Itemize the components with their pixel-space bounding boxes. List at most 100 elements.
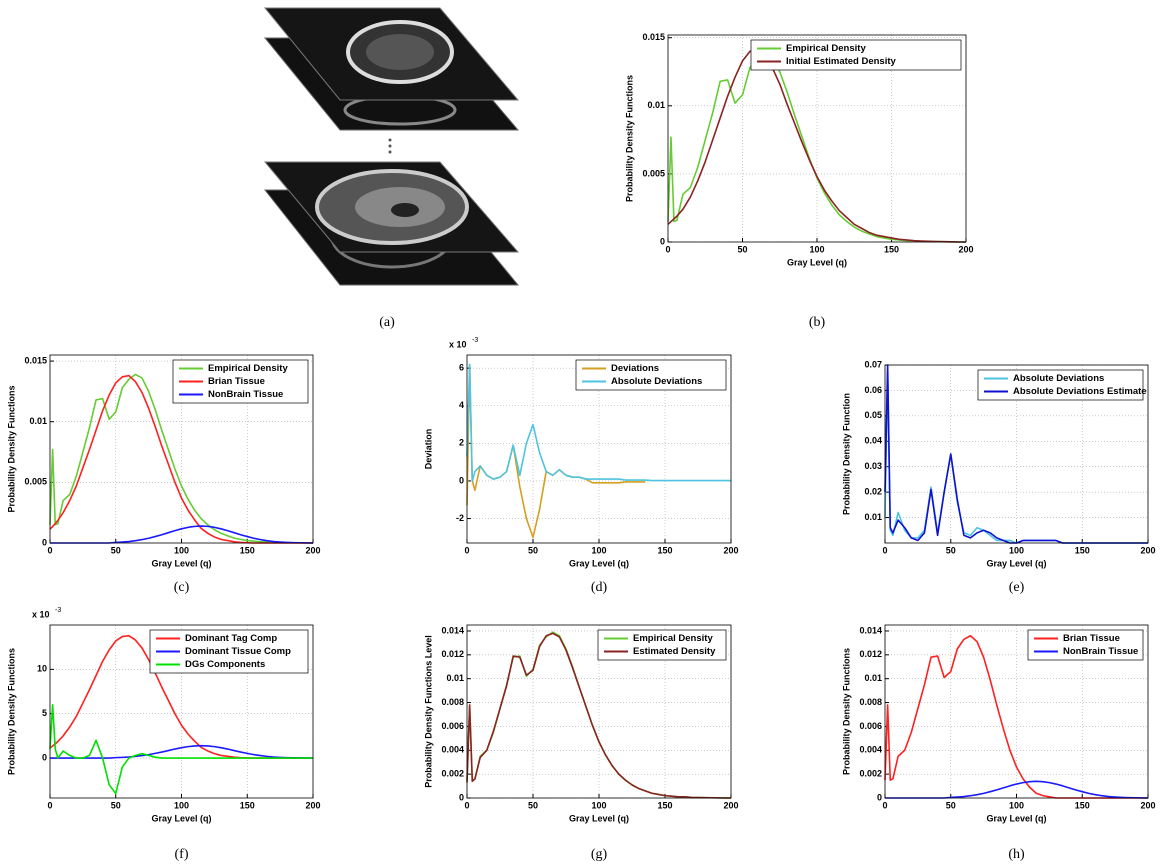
x-axis-label: Gray Level (q) [569,558,629,568]
x-tick-label: 150 [240,800,255,810]
x-tick-label: 50 [946,800,956,810]
y-tick-label: 0.002 [859,769,882,779]
y-tick-label: 0.07 [864,359,882,369]
y-axis-label: Probability Density Functions Level [423,635,433,788]
series-line [49,704,313,795]
y-tick-label: 0.01 [864,512,882,522]
y-tick-label: 2 [459,438,464,448]
x-tick-label: 150 [240,545,255,555]
caption: (a) [379,315,395,330]
y-tick-label: 0.01 [446,673,464,683]
x-tick-label: 50 [528,545,538,555]
y-tick-label: 0.004 [441,745,464,755]
x-tick-label: 50 [528,800,538,810]
y-axis-label: Probability Density Function [841,393,851,515]
y-tick-label: 0.005 [24,477,47,487]
y-axis-label: Probability Density Functions [6,385,16,512]
series-line [466,363,731,482]
x-tick-label: 200 [723,545,738,555]
x-axis-label: Gray Level (q) [151,813,211,823]
series-line [466,632,731,799]
legend-label: Deviations [611,363,659,374]
x-tick-label: 200 [723,800,738,810]
axes-box [884,364,1149,544]
caption: (b) [809,315,826,330]
y-tick-label: 0.02 [864,487,882,497]
axes-box [49,354,314,544]
caption: (e) [1009,580,1025,595]
legend-label: NonBrain Tissue [208,389,283,400]
legend-label: NonBrain Tissue [1063,646,1138,657]
y-tick-label: 0.008 [441,697,464,707]
x-tick-label: 0 [882,800,887,810]
x-tick-label: 100 [591,800,606,810]
x-tick-label: 0 [464,800,469,810]
x-tick-label: 150 [884,244,899,254]
legend-box [977,369,1144,401]
x-tick-label: 0 [665,244,670,254]
x-tick-label: 100 [174,545,189,555]
y-axis-label: Deviation [423,429,433,470]
y-tick-label: 0.01 [647,100,665,110]
y-tick-label: 0 [459,475,464,485]
y-tick-label: 0.008 [859,697,882,707]
y-axis-label: Probability Density Functions [841,648,851,775]
legend-label: Brian Tissue [1063,633,1120,644]
y-tick-label: 0.05 [864,410,882,420]
y-tick-label: 10 [37,664,47,674]
x-tick-label: 0 [47,800,52,810]
legend-label: Empirical Density [633,633,713,644]
legend-label: Absolute Deviations [1013,373,1104,384]
y-tick-label: 0.015 [642,32,665,42]
legend-box [750,39,962,71]
y-tick-label: 0.006 [441,721,464,731]
legend-label: Initial Estimated Density [786,56,897,67]
x-tick-label: 50 [111,545,121,555]
x-tick-label: 200 [305,800,320,810]
caption: (d) [591,580,608,595]
y-tick-label: 0.01 [29,416,47,426]
legend-box [1027,629,1144,661]
x-axis-label: Gray Level (q) [986,558,1046,568]
y-tick-label: 0 [660,236,665,246]
x-axis-label: Gray Level (q) [986,813,1046,823]
y-tick-label: 0.03 [864,461,882,471]
x-tick-label: 200 [1140,545,1155,555]
x-tick-label: 100 [174,800,189,810]
y-tick-label: 0 [877,792,882,802]
y-tick-label: 0.015 [24,355,47,365]
x-tick-label: 0 [47,545,52,555]
x-tick-label: 200 [1140,800,1155,810]
x-tick-label: 150 [1075,800,1090,810]
y-tick-label: 0.04 [864,436,882,446]
x-tick-label: 50 [737,244,747,254]
legend-label: Dominant Tissue Comp [185,646,291,657]
legend-label: Empirical Density [786,43,866,54]
axes-box [884,624,1149,799]
y-multiplier: x 10 [449,339,467,349]
y-tick-label: 0.012 [859,649,882,659]
x-tick-label: 200 [305,545,320,555]
slice-texture [366,34,434,70]
y-multiplier-exponent: -3 [55,607,61,614]
y-tick-label: 0.004 [859,745,882,755]
y-tick-label: 0 [459,792,464,802]
series-line [49,373,313,544]
x-tick-label: 100 [1009,545,1024,555]
x-tick-label: 150 [657,800,672,810]
y-axis-label: Probability Density Functions [624,75,634,202]
axes-box [49,624,314,799]
x-tick-label: 50 [111,800,121,810]
x-tick-label: 100 [591,545,606,555]
legend-label: Absolute Deviations Estimate [1013,386,1147,397]
y-multiplier-exponent: -3 [472,337,478,344]
dot [388,144,392,148]
caption: (f) [175,847,189,862]
legend-label: Empirical Density [208,363,288,374]
legend-label: DGs Components [185,659,265,670]
y-multiplier: x 10 [32,609,50,619]
legend-label: Brian Tissue [208,376,265,387]
legend-box [575,359,727,391]
y-tick-label: 0 [42,752,47,762]
y-tick-label: 4 [459,400,464,410]
